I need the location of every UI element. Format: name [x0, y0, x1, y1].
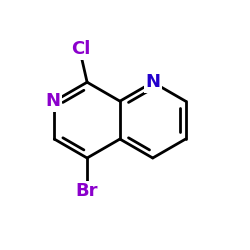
- Text: Cl: Cl: [71, 40, 91, 58]
- Text: N: N: [145, 73, 160, 91]
- Text: N: N: [46, 92, 60, 110]
- Text: Br: Br: [76, 182, 98, 200]
